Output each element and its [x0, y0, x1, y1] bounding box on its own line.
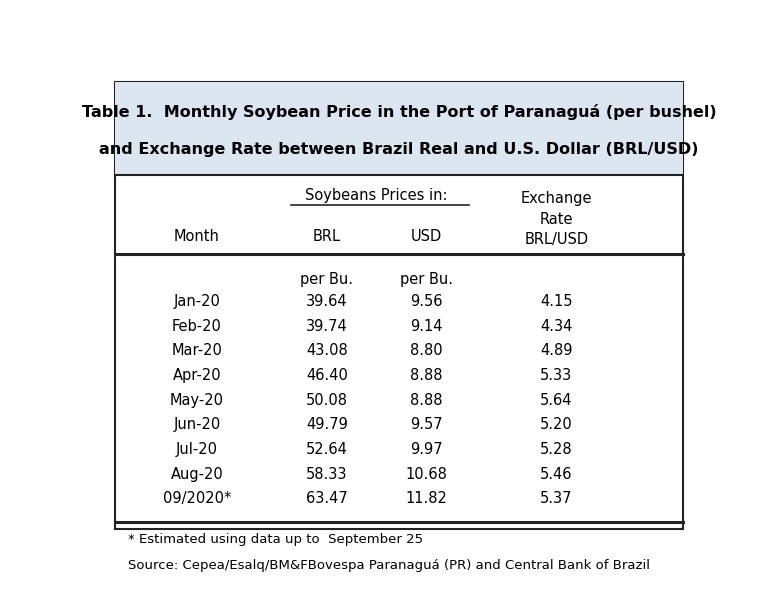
Text: 5.37: 5.37	[540, 491, 573, 506]
Text: Table 1.  Monthly Soybean Price in the Port of Paranaguá (per bushel): Table 1. Monthly Soybean Price in the Po…	[82, 104, 717, 120]
Text: May-20: May-20	[170, 393, 224, 408]
Text: Source: Cepea/Esalq/BM&FBovespa Paranaguá (PR) and Central Bank of Brazil: Source: Cepea/Esalq/BM&FBovespa Paranagu…	[128, 559, 650, 572]
Text: Month: Month	[174, 229, 220, 244]
Text: 09/2020*: 09/2020*	[163, 491, 231, 506]
Text: 8.80: 8.80	[410, 343, 442, 358]
Text: Jan-20: Jan-20	[174, 294, 220, 309]
Text: * Estimated using data up to  September 25: * Estimated using data up to September 2…	[128, 534, 423, 546]
Text: 9.56: 9.56	[411, 294, 442, 309]
Text: 39.64: 39.64	[306, 294, 347, 309]
Text: 63.47: 63.47	[306, 491, 347, 506]
Text: 5.46: 5.46	[540, 466, 573, 482]
Text: 8.88: 8.88	[411, 368, 442, 383]
Text: 4.89: 4.89	[540, 343, 573, 358]
Text: 46.40: 46.40	[306, 368, 347, 383]
Bar	[115, 82, 683, 175]
Text: Jul-20: Jul-20	[176, 442, 218, 457]
Text: 4.34: 4.34	[540, 319, 573, 333]
Text: Soybeans Prices in:: Soybeans Prices in:	[305, 188, 448, 203]
Text: and Exchange Rate between Brazil Real and U.S. Dollar (BRL/USD): and Exchange Rate between Brazil Real an…	[100, 142, 699, 157]
Text: 11.82: 11.82	[405, 491, 447, 506]
Text: BRL: BRL	[313, 229, 340, 244]
Text: Aug-20: Aug-20	[171, 466, 224, 482]
Text: 10.68: 10.68	[405, 466, 447, 482]
Text: Exchange
Rate
BRL/USD: Exchange Rate BRL/USD	[520, 191, 592, 247]
Text: Jun-20: Jun-20	[174, 417, 220, 433]
Text: 49.79: 49.79	[306, 417, 347, 433]
Text: per Bu.: per Bu.	[300, 272, 354, 287]
Text: per Bu.: per Bu.	[400, 272, 453, 287]
Text: 39.74: 39.74	[306, 319, 347, 333]
Text: 9.14: 9.14	[411, 319, 442, 333]
Text: 5.20: 5.20	[540, 417, 573, 433]
Text: 5.28: 5.28	[540, 442, 573, 457]
Text: 50.08: 50.08	[306, 393, 347, 408]
Text: 43.08: 43.08	[306, 343, 347, 358]
Text: 5.33: 5.33	[540, 368, 573, 383]
Text: 5.64: 5.64	[540, 393, 573, 408]
Text: Apr-20: Apr-20	[173, 368, 221, 383]
Text: USD: USD	[411, 229, 442, 244]
Text: 9.57: 9.57	[410, 417, 442, 433]
Text: 58.33: 58.33	[306, 466, 347, 482]
Text: Feb-20: Feb-20	[172, 319, 222, 333]
Text: 52.64: 52.64	[306, 442, 347, 457]
Text: 8.88: 8.88	[411, 393, 442, 408]
Text: 9.97: 9.97	[410, 442, 442, 457]
Text: Mar-20: Mar-20	[171, 343, 223, 358]
Text: 4.15: 4.15	[540, 294, 573, 309]
